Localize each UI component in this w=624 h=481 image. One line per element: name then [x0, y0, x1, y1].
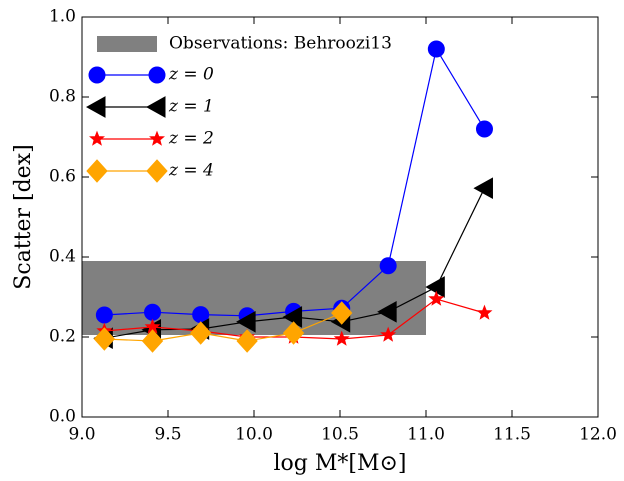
marker: [190, 321, 212, 345]
y-tick-label: 0.2: [49, 327, 76, 347]
x-tick-label: 9.0: [68, 425, 95, 445]
y-axis-label: Scatter [dex]: [11, 144, 36, 289]
marker: [473, 177, 493, 200]
marker: [93, 327, 116, 351]
y-tick-label: 1.0: [49, 7, 76, 27]
marker: [377, 300, 397, 323]
legend-marker: [85, 96, 106, 118]
legend-label: z = 4: [168, 161, 214, 181]
legend-swatch: [97, 36, 157, 52]
x-tick-label: 10.5: [321, 425, 359, 445]
marker: [282, 321, 305, 345]
y-tick-label: 0.4: [49, 247, 76, 267]
marker: [144, 303, 162, 321]
legend-marker: [88, 66, 106, 84]
legend-label: Observations: Behroozi13: [169, 34, 392, 54]
x-tick-label: 11.5: [493, 425, 531, 445]
marker: [427, 40, 445, 58]
marker: [331, 301, 353, 325]
marker: [141, 329, 164, 353]
legend-marker: [89, 130, 105, 146]
marker: [95, 306, 113, 324]
marker: [379, 257, 397, 275]
legend-marker: [86, 159, 108, 183]
legend-marker: [145, 96, 166, 118]
legend-label: z = 1: [168, 97, 214, 117]
legend-marker: [146, 159, 168, 183]
marker: [428, 290, 445, 306]
legend-marker: [148, 66, 166, 84]
marker: [333, 330, 350, 346]
marker: [282, 306, 303, 328]
marker: [236, 329, 258, 353]
legend-label: z = 0: [168, 65, 214, 85]
marker: [380, 326, 397, 342]
y-tick-label: 0.8: [49, 87, 76, 107]
legend-label: z = 2: [168, 129, 214, 149]
marker: [236, 310, 256, 333]
marker: [475, 120, 493, 138]
x-tick-label: 10.0: [235, 425, 273, 445]
x-axis-label: log M*[M⊙]: [273, 451, 406, 476]
x-tick-label: 12.0: [579, 425, 617, 445]
marker: [425, 276, 445, 298]
y-tick-label: 0.6: [49, 167, 76, 187]
x-tick-label: 9.5: [154, 425, 181, 445]
x-tick-label: 11.0: [407, 425, 445, 445]
marker: [476, 304, 493, 320]
legend-marker: [149, 130, 165, 146]
y-tick-label: 0.0: [49, 407, 76, 427]
